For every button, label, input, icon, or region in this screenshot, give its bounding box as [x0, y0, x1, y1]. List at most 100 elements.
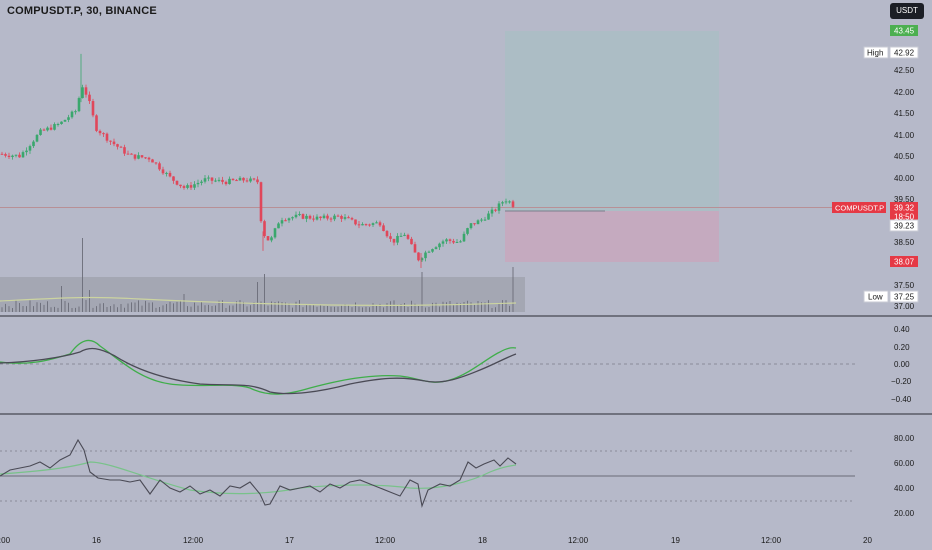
candle-body: [112, 141, 116, 145]
candle-body: [469, 223, 473, 229]
candle-body: [291, 217, 294, 219]
candle-body: [399, 235, 403, 237]
macd-tick: 0.20: [894, 343, 910, 352]
candle-body: [147, 157, 151, 160]
candle-body: [466, 228, 469, 234]
target-price-label[interactable]: [890, 25, 918, 36]
last-price-label: [890, 202, 918, 222]
candle-body: [476, 220, 480, 225]
candle-body: [266, 236, 270, 241]
candle-body: [95, 115, 98, 131]
currency-button[interactable]: USDT: [890, 3, 924, 19]
stop-price-label[interactable]: [890, 256, 918, 267]
candle-body: [182, 186, 186, 188]
candle-body: [116, 144, 119, 147]
candle-body: [84, 87, 88, 95]
candle-body: [497, 203, 501, 211]
candle-body: [340, 215, 343, 219]
rsi-tick: 20.00: [894, 509, 915, 518]
candle-body: [361, 224, 364, 226]
candle-body: [81, 87, 84, 99]
low-tag: [863, 290, 889, 303]
high-value-text: 42.92: [894, 49, 915, 58]
high-value-label: [889, 46, 919, 59]
candle-body: [280, 220, 284, 224]
candle-body: [214, 180, 217, 182]
symbol-price-tag: [832, 202, 886, 213]
candle-body: [473, 223, 476, 225]
candle-body: [28, 146, 32, 151]
candle-body: [504, 201, 508, 203]
candle-body: [480, 219, 483, 221]
low-value-text: 37.25: [894, 293, 915, 302]
candle-body: [217, 179, 221, 181]
candle-body: [382, 225, 385, 232]
candle-body: [305, 215, 308, 219]
candle-body: [259, 182, 263, 222]
candle-body: [14, 154, 18, 156]
price-tick: 42.00: [894, 88, 915, 97]
candle-body: [77, 98, 81, 112]
candle-body: [242, 177, 245, 181]
candle-body: [137, 155, 140, 159]
candle-body: [140, 155, 144, 158]
macd-tick: 0.00: [894, 360, 910, 369]
candle-body: [151, 159, 154, 163]
price-tick: 40.50: [894, 152, 915, 161]
candle-body: [231, 178, 235, 181]
candle-body: [200, 181, 203, 183]
candle-body: [56, 123, 60, 125]
candle-body: [483, 219, 487, 221]
candle-body: [25, 150, 28, 153]
macd-signal-line: [0, 347, 517, 395]
position-profit-zone[interactable]: [505, 31, 719, 211]
candle-body: [63, 119, 67, 122]
symbol-title[interactable]: COMPUSDT.P, 30, BINANCE: [7, 5, 157, 17]
candle-body: [438, 243, 441, 248]
macd-tick: −0.40: [891, 395, 912, 404]
candle-body: [70, 111, 74, 118]
candle-body: [7, 155, 11, 157]
time-axis-label: 17: [285, 536, 294, 545]
candle-body: [413, 244, 417, 253]
candle-body: [252, 178, 256, 180]
candle-body: [256, 179, 259, 183]
rsi-tick: 80.00: [894, 434, 915, 443]
candle-body: [18, 154, 21, 158]
volume-ma-line: [0, 296, 517, 306]
candle-body: [417, 252, 420, 261]
candle-body: [35, 134, 39, 142]
candle-body: [350, 218, 354, 220]
candle-body: [105, 133, 109, 141]
candle-body: [32, 141, 35, 147]
price-tick: 37.50: [894, 281, 915, 290]
candle-body: [249, 178, 252, 182]
time-axis[interactable]: 12:00 16 12:00 17 12:00 18 12:00 19 12:00 20: [0, 536, 872, 545]
price-tick: 41.00: [894, 131, 915, 140]
candle-body: [389, 236, 392, 239]
candle-body: [172, 176, 175, 181]
ref-price-label: [889, 219, 919, 232]
time-axis-label: 18: [478, 536, 487, 545]
macd-line: [0, 339, 517, 395]
candle-body: [235, 180, 238, 182]
candle-body: [98, 130, 102, 134]
candle-body: [11, 155, 14, 157]
candle-body: [459, 241, 462, 243]
candle-body: [511, 201, 515, 207]
candle-body: [298, 214, 301, 216]
position-stop-zone[interactable]: [505, 211, 719, 262]
candle-body: [175, 180, 179, 185]
high-tag: [863, 46, 889, 59]
candle-body: [354, 219, 357, 225]
candle-body: [487, 213, 490, 220]
price-tick: 38.50: [894, 238, 915, 247]
candle-body: [161, 169, 165, 174]
candle-body: [133, 154, 137, 159]
candle-body: [452, 240, 455, 243]
candle-body: [4, 154, 7, 156]
candle-body: [501, 202, 504, 204]
candle-body: [375, 222, 378, 224]
candle-body: [403, 234, 406, 236]
